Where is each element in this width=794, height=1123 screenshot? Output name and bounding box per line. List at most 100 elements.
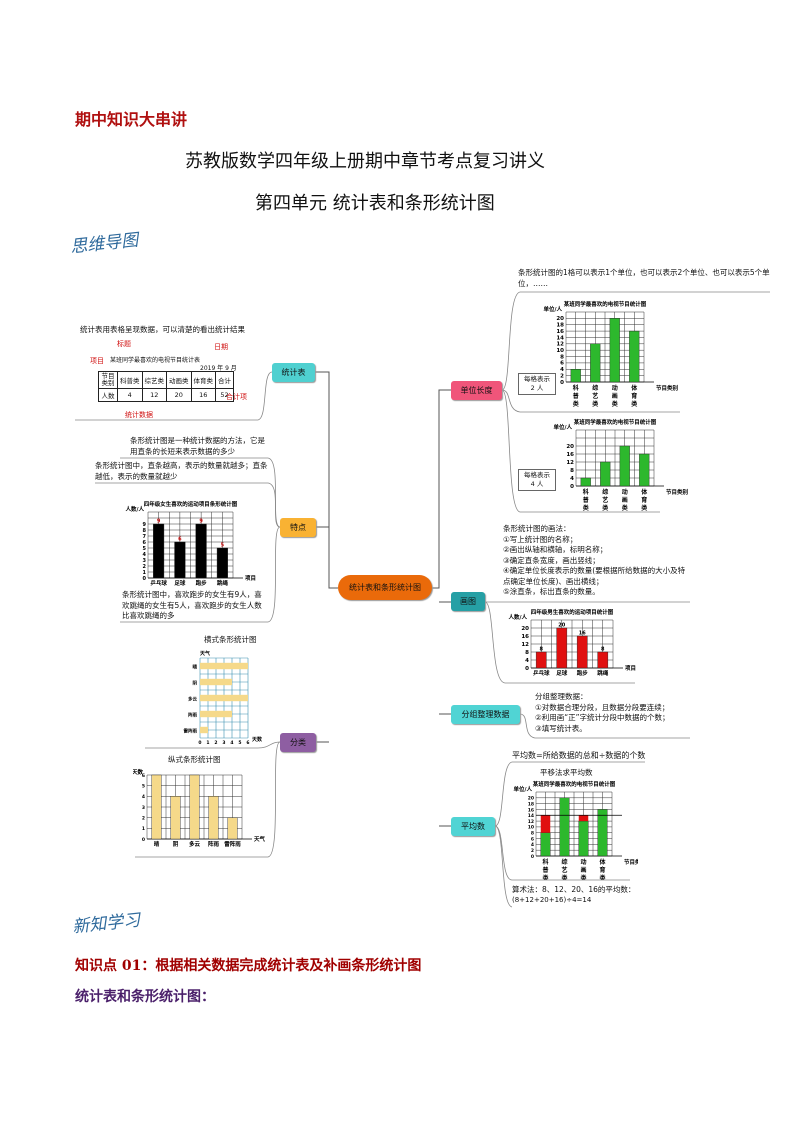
node-danwei[interactable]: 单位长度: [451, 381, 502, 400]
bar-乒乓球: [535, 651, 547, 669]
x-tick-label: 育: [631, 392, 637, 400]
tedian-desc-1: 条形统计图是一种统计数据的方法，它是用直条的长短来表示数据的多少: [130, 436, 265, 456]
table-date: 2019 年 9 月: [200, 365, 237, 372]
x-tick-label: 艺: [561, 866, 567, 874]
y-tick-label: 4: [531, 842, 534, 848]
huatu-step: ⑤涂直条，标出直条的数量。: [503, 587, 600, 596]
document-title: 苏教版数学四年级上册期中章节考点复习讲义: [185, 151, 545, 172]
chart-title: 四年级女生喜欢的运动项目条形统计图: [144, 500, 238, 508]
x-tick-label: 跳绳: [597, 669, 609, 677]
x-tick-label: 类: [592, 400, 599, 408]
bar-多云: [200, 694, 248, 702]
y-tick-label: 20: [521, 626, 529, 632]
x-axis-label: 项目: [625, 664, 636, 672]
x-tick-label: 3: [222, 740, 225, 746]
bar-体育类: [629, 330, 640, 383]
y-tick-label: 7: [143, 534, 147, 540]
x-tick-label: 画: [580, 866, 586, 874]
x-tick-label: 跑步: [196, 579, 208, 587]
y-tick-label: 2: [142, 815, 145, 821]
y-tick-label: 雷阵雨: [184, 727, 198, 734]
bar-雷阵雨: [200, 726, 208, 734]
table-header-cell: 综艺类: [141, 371, 167, 389]
y-tick-label: 8: [560, 354, 564, 360]
y-tick-label: 0: [560, 380, 564, 386]
x-tick-label: 育: [599, 866, 605, 874]
y-axis-label: 单位/人: [553, 423, 572, 431]
vertical-weather-chart: 天数 0 1 2 3 4 5 6 晴 阴 多云 阵雨 雷阵雨 天气: [133, 768, 266, 848]
tv-chart-unit2: 某班同学最喜欢的电视节目统计图单位/人02468101214161820科普类综…: [543, 300, 679, 408]
x-tick-label: 6: [246, 740, 249, 746]
girls-sport-chart: 四年级女生喜欢的运动项目条形统计图人数/人01234567899乒乓球6足球9跑…: [125, 500, 256, 587]
y-tick-label: 5: [142, 783, 145, 789]
table-header-cell: 体育类: [190, 371, 216, 389]
y-tick-label: 4: [525, 658, 529, 664]
y-tick-label: 0: [570, 484, 574, 490]
x-tick-label: 类: [583, 504, 590, 512]
y-tick-label: 多云: [188, 695, 197, 702]
bar-晴: [200, 662, 248, 670]
fenzu-steps: 分组整理数据： ①对数据合理分段，且数据分段要连续； ②利用画“正”字统计分段中…: [535, 692, 705, 734]
y-tick-label: 6: [143, 540, 147, 546]
x-tick-label: 动: [622, 488, 628, 496]
bar-动画类: [619, 445, 630, 487]
y-tick-label: 18: [528, 801, 534, 807]
bar-跳绳: [216, 547, 228, 579]
y-tick-label: 8: [143, 528, 147, 534]
unit-title: 第四单元 统计表和条形统计图: [255, 193, 495, 214]
y-tick-label: 6: [560, 361, 564, 367]
y-tick-label: 3: [143, 558, 147, 564]
mean-formula: 平均数=所给数据的总和÷数据的个数: [512, 751, 646, 760]
table-row: 人数 4 12 20 16 52: [98, 388, 234, 402]
table-header-cell: 合计: [215, 371, 234, 389]
node-tongjibiao[interactable]: 统计表: [272, 363, 315, 382]
y-tick-label: 20: [528, 796, 534, 802]
y-tick-label: 1: [143, 570, 147, 576]
tongjibiao-desc: 统计表用表格呈现数据，可以清楚的看出统计结果: [80, 325, 245, 334]
node-fenlei[interactable]: 分类: [280, 733, 316, 752]
y-tick-label: 12: [566, 460, 574, 466]
huatu-step: ③确定直条宽度，画出竖线；: [503, 555, 600, 565]
x-tick-label: 4: [230, 740, 233, 746]
x-tick-label: 科: [542, 858, 548, 866]
mindmap-center-node[interactable]: 统计表和条形统计图: [338, 575, 432, 600]
table-cell: 20: [166, 388, 192, 402]
node-pingjun[interactable]: 平均数: [451, 817, 495, 836]
fenzu-step: ②利用画“正”字统计分段中数据的个数；: [535, 713, 670, 722]
y-tick-label: 阵雨: [188, 711, 197, 718]
x-tick-label: 体: [641, 488, 648, 496]
x-tick-label: 普: [573, 392, 579, 400]
bar-fill-动画类: [578, 815, 589, 822]
node-fenzu[interactable]: 分组整理数据: [451, 705, 520, 724]
x-axis-label: 节目类别: [666, 488, 689, 496]
x-tick-label: 多云: [189, 840, 201, 848]
node-huatu[interactable]: 画图: [451, 592, 485, 611]
x-tick-label: 科: [583, 488, 589, 496]
bar-多云: [189, 774, 200, 840]
y-tick-label: 4: [570, 476, 574, 482]
table-header-cell: 科普类: [117, 371, 143, 389]
y-tick-label: 8: [531, 831, 534, 837]
node-tedian[interactable]: 特点: [280, 518, 316, 537]
bar-科普类: [570, 369, 581, 383]
x-tick-label: 画: [612, 392, 618, 400]
value-label: 20: [558, 623, 565, 629]
x-tick-label: 普: [583, 496, 589, 504]
x-tick-label: 雷阵雨: [224, 840, 241, 848]
tv-chart-unit4: 某班同学最喜欢的电视节目统计图单位/人048121620科普类综艺类动画类体育类…: [553, 418, 689, 512]
x-axis-label: 节目类别: [624, 858, 638, 866]
y-axis-label: 人数/人: [508, 613, 527, 621]
y-axis-label: 人数/人: [125, 505, 144, 513]
y-tick-label: 12: [556, 342, 564, 348]
x-axis-label: 节目类别: [656, 384, 679, 392]
x-tick-label: 类: [573, 400, 580, 408]
y-tick-label: 0: [525, 666, 529, 672]
bar-雷阵雨: [227, 817, 238, 840]
bar-fill-科普类: [540, 815, 551, 833]
y-tick-label: 6: [142, 773, 145, 779]
y-tick-label: 16: [521, 634, 529, 640]
chart-title: 四年级男生喜欢的运动项目统计图: [531, 608, 614, 616]
value-label: 5: [221, 543, 225, 549]
x-tick-label: 类: [622, 504, 629, 512]
